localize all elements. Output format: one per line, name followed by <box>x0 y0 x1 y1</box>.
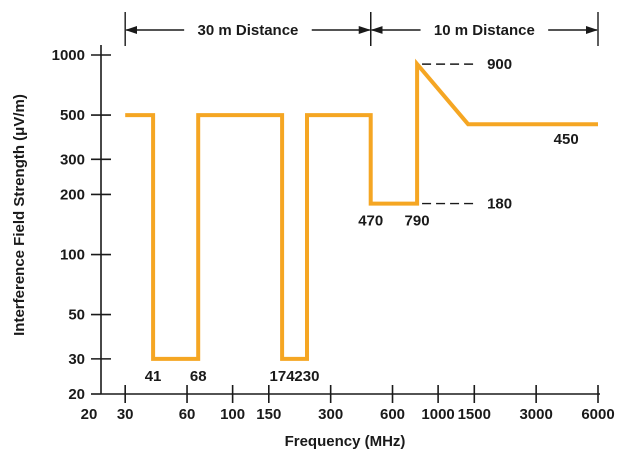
region-label: 30 m Distance <box>198 22 299 39</box>
x-tick-label: 300 <box>318 406 343 423</box>
frequency-label: 790 <box>405 213 430 230</box>
x-tick-label: 6000 <box>581 406 614 423</box>
chart-axes: 20 30 50 100 200 300 500 1000 20 30 60 100 150 300 600… <box>52 45 615 423</box>
frequency-label: 470 <box>358 213 383 230</box>
x-tick-label: 1000 <box>421 406 454 423</box>
frequency-label: 174 <box>270 368 296 385</box>
x-tick-label: 600 <box>380 406 405 423</box>
frequency-label: 450 <box>554 131 579 148</box>
level-label: 900 <box>487 56 512 73</box>
frequency-label: 41 <box>145 368 162 385</box>
x-tick-label: 20 <box>81 406 98 423</box>
y-tick-label: 50 <box>68 307 85 324</box>
region-label: 10 m Distance <box>434 22 535 39</box>
x-tick-label: 1500 <box>458 406 491 423</box>
y-tick-label: 30 <box>68 351 85 368</box>
x-tick-label: 30 <box>117 406 134 423</box>
x-tick-label: 150 <box>256 406 281 423</box>
y-tick-label: 100 <box>60 247 85 264</box>
y-tick-label: 300 <box>60 151 85 168</box>
y-tick-label: 200 <box>60 186 85 203</box>
y-tick-label: 1000 <box>52 47 85 64</box>
region-10m: 10 m Distance <box>370 12 599 46</box>
level-label: 180 <box>487 196 512 213</box>
series-layer <box>125 58 599 361</box>
field-strength-line <box>125 58 598 361</box>
y-tick-label: 20 <box>68 386 85 403</box>
distance-regions: 30 m Distance 10 m Distance <box>124 12 599 46</box>
y-tick-label: 500 <box>60 107 85 124</box>
frequency-label: 230 <box>294 368 319 385</box>
region-30m: 30 m Distance <box>124 12 372 46</box>
x-axis-title: Frequency (MHz) <box>285 433 406 450</box>
x-tick-label: 3000 <box>519 406 552 423</box>
frequency-label: 68 <box>190 368 207 385</box>
x-tick-label: 60 <box>179 406 196 423</box>
y-axis-title: Interference Field Strength (μV/m) <box>11 94 28 336</box>
x-tick-label: 100 <box>220 406 245 423</box>
annotation-layer: 41 68 174 230 470 790 450 900 180 <box>145 56 579 385</box>
